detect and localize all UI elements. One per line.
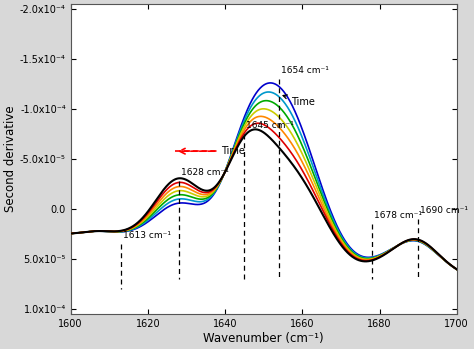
Text: 1628 cm⁻¹: 1628 cm⁻¹ [181, 168, 228, 177]
Text: 1654 cm⁻¹: 1654 cm⁻¹ [281, 66, 329, 75]
Text: 1690 cm⁻¹: 1690 cm⁻¹ [420, 206, 468, 215]
Text: Time: Time [221, 146, 245, 156]
Text: 1645 cm⁻¹: 1645 cm⁻¹ [246, 121, 294, 130]
Text: Time: Time [283, 95, 315, 107]
Text: 1678 cm⁻¹: 1678 cm⁻¹ [374, 211, 422, 220]
X-axis label: Wavenumber (cm⁻¹): Wavenumber (cm⁻¹) [203, 332, 324, 345]
Text: 1613 cm⁻¹: 1613 cm⁻¹ [123, 231, 171, 240]
Y-axis label: Second derivative: Second derivative [4, 106, 17, 213]
